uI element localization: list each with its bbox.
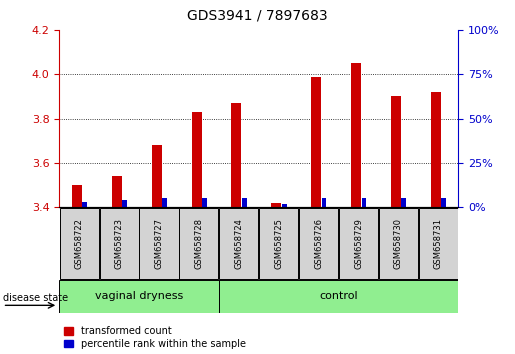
- Text: vaginal dryness: vaginal dryness: [95, 291, 183, 302]
- FancyBboxPatch shape: [99, 208, 139, 279]
- Bar: [322, 198, 327, 207]
- Bar: [231, 103, 242, 207]
- Legend: transformed count, percentile rank within the sample: transformed count, percentile rank withi…: [64, 326, 246, 349]
- FancyBboxPatch shape: [219, 280, 458, 313]
- Text: GDS3941 / 7897683: GDS3941 / 7897683: [187, 9, 328, 23]
- Bar: [402, 198, 406, 207]
- Bar: [192, 112, 201, 207]
- Bar: [362, 198, 366, 207]
- Bar: [441, 198, 446, 207]
- Bar: [391, 97, 401, 207]
- FancyBboxPatch shape: [59, 280, 219, 313]
- Bar: [242, 198, 247, 207]
- Bar: [112, 176, 122, 207]
- Bar: [311, 76, 321, 207]
- Bar: [72, 185, 82, 207]
- FancyBboxPatch shape: [299, 208, 338, 279]
- Text: GSM658731: GSM658731: [434, 218, 443, 269]
- Text: GSM658728: GSM658728: [195, 218, 203, 269]
- FancyBboxPatch shape: [179, 208, 218, 279]
- Bar: [202, 198, 207, 207]
- Text: GSM658724: GSM658724: [234, 218, 243, 269]
- Bar: [82, 202, 87, 207]
- Bar: [351, 63, 361, 207]
- Bar: [282, 204, 286, 207]
- Text: GSM658729: GSM658729: [354, 218, 363, 269]
- FancyBboxPatch shape: [379, 208, 418, 279]
- FancyBboxPatch shape: [339, 208, 378, 279]
- Text: GSM658730: GSM658730: [394, 218, 403, 269]
- Bar: [151, 145, 162, 207]
- Text: GSM658723: GSM658723: [115, 218, 124, 269]
- Text: GSM658722: GSM658722: [75, 218, 83, 269]
- Bar: [431, 92, 441, 207]
- FancyBboxPatch shape: [419, 208, 458, 279]
- Text: disease state: disease state: [3, 293, 67, 303]
- FancyBboxPatch shape: [259, 208, 298, 279]
- FancyBboxPatch shape: [140, 208, 179, 279]
- Text: GSM658725: GSM658725: [274, 218, 283, 269]
- FancyBboxPatch shape: [60, 208, 99, 279]
- Text: control: control: [319, 291, 358, 302]
- Text: GSM658727: GSM658727: [154, 218, 163, 269]
- Bar: [271, 202, 281, 207]
- FancyBboxPatch shape: [219, 208, 259, 279]
- Bar: [162, 198, 167, 207]
- Bar: [122, 200, 127, 207]
- Text: GSM658726: GSM658726: [314, 218, 323, 269]
